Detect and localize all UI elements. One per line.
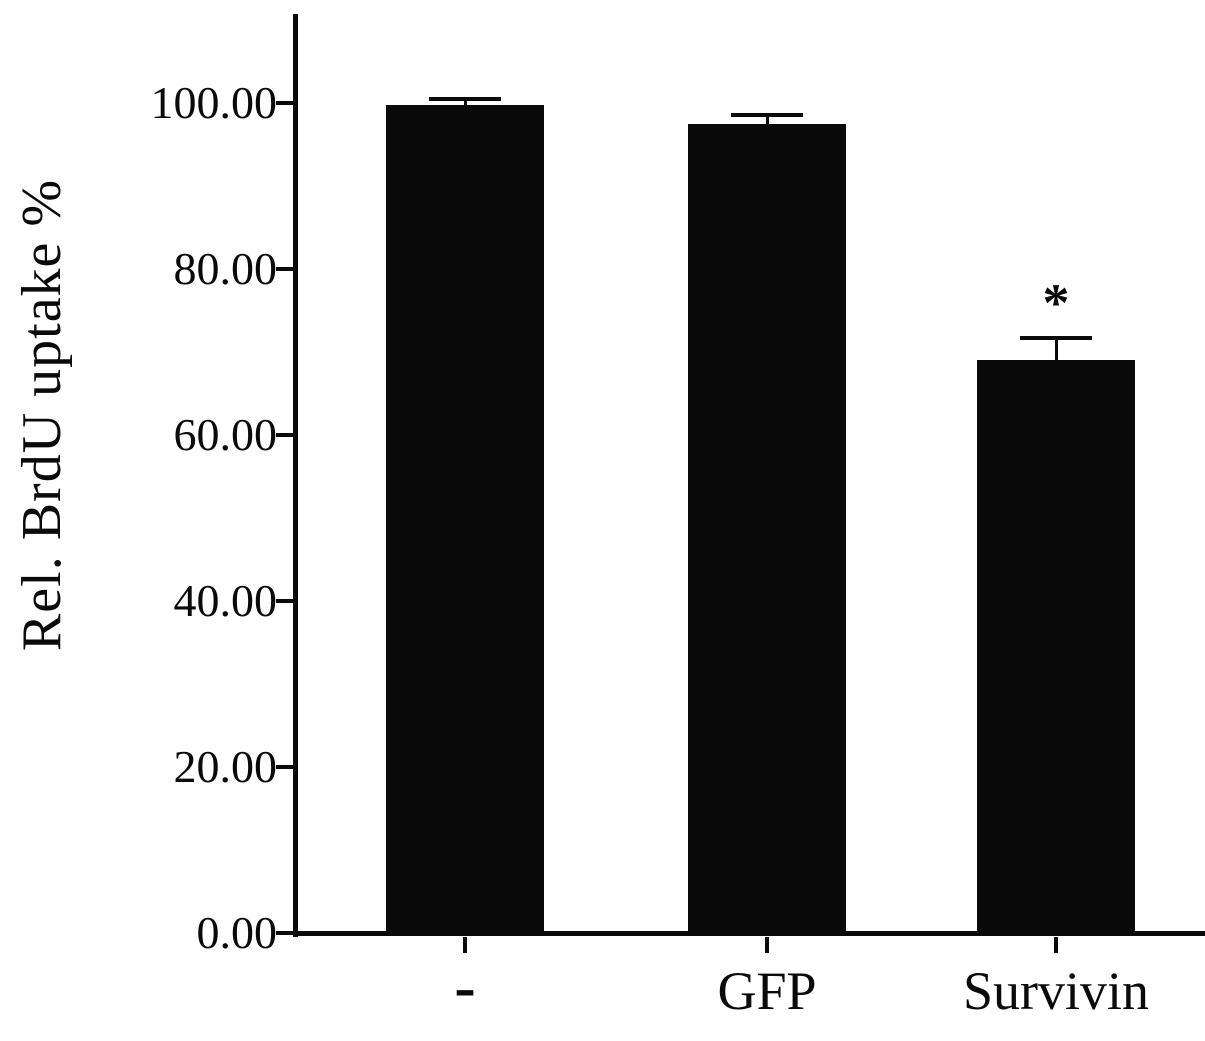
x-category-label: Survivin [962, 961, 1150, 1021]
bar-GFP [688, 123, 846, 935]
y-tick-label: 80.00 [173, 243, 278, 294]
y-tick-mark [276, 599, 293, 603]
error-bar-cap [731, 113, 803, 118]
y-axis-line [293, 14, 298, 937]
significance-asterisk: * [1042, 272, 1070, 333]
error-bar-cap [429, 96, 501, 101]
bar-Survivin [977, 360, 1135, 935]
x-tick-mark [463, 937, 467, 953]
y-tick-mark [276, 267, 293, 271]
x-tick-mark [1054, 937, 1058, 953]
error-bar-line [1054, 337, 1058, 371]
y-tick-label: 20.00 [173, 741, 278, 792]
error-bar-cap [1020, 335, 1092, 340]
y-tick-mark [276, 433, 293, 437]
y-tick-mark [276, 765, 293, 769]
x-category-label: GFP [717, 961, 817, 1021]
y-tick-label: 100.00 [150, 77, 278, 128]
y-tick-label: 60.00 [173, 409, 278, 460]
y-tick-mark [276, 931, 293, 935]
y-tick-label: 0.00 [196, 907, 278, 958]
x-tick-mark [765, 937, 769, 953]
bar-- [386, 104, 544, 935]
y-tick-mark [276, 101, 293, 105]
x-category-label: - [454, 951, 476, 1022]
y-tick-label: 40.00 [173, 575, 278, 626]
